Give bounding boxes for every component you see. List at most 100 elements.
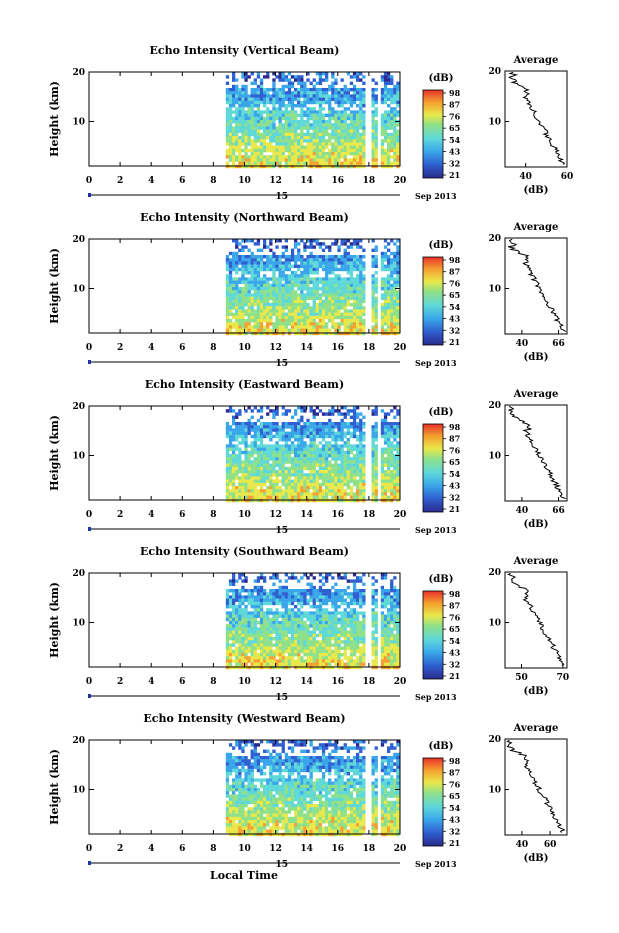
heatmap-cell (393, 480, 396, 483)
heatmap-cell (372, 451, 375, 454)
heatmap-cell (297, 480, 300, 483)
heatmap-cell (269, 239, 272, 242)
heatmap-cell (372, 412, 375, 415)
heatmap-cell (244, 78, 247, 81)
heatmap-cell (235, 265, 238, 268)
heatmap-cell (347, 470, 350, 473)
heatmap-cell (375, 297, 378, 300)
heatmap-cell (316, 158, 319, 161)
heatmap-cell (328, 98, 331, 101)
heatmap-cell (235, 300, 238, 303)
heatmap-cell (322, 329, 325, 332)
heatmap-cell (248, 602, 251, 605)
heatmap-cell (282, 152, 285, 155)
heatmap-cell (254, 425, 257, 428)
heatmap-cell (254, 88, 257, 91)
heatmap-cell (257, 457, 260, 460)
heatmap-cell (241, 120, 244, 123)
heatmap-cell (356, 492, 359, 495)
heatmap-cell (232, 602, 235, 605)
heatmap-cell (254, 274, 257, 277)
heatmap-cell (313, 297, 316, 300)
heatmap-cell (353, 146, 356, 149)
heatmap-cell (362, 290, 365, 293)
heatmap-cell (263, 576, 266, 579)
heatmap-cell (257, 602, 260, 605)
heatmap-cell (341, 261, 344, 264)
heatmap-cell (362, 297, 365, 300)
heatmap-cell (282, 473, 285, 476)
heatmap-cell (291, 146, 294, 149)
heatmap-cell (288, 611, 291, 614)
heatmap-cell (322, 300, 325, 303)
heatmap-cell (303, 293, 306, 296)
heatmap-cell (297, 274, 300, 277)
heatmap-cell (288, 476, 291, 479)
heatmap-cell (334, 94, 337, 97)
heatmap-cell (334, 88, 337, 91)
heatmap-cell (390, 476, 393, 479)
heatmap-cell (331, 284, 334, 287)
heatmap-cell (319, 325, 322, 328)
heatmap-cell (303, 653, 306, 656)
heatmap-cell (241, 637, 244, 640)
heatmap-cell (229, 155, 232, 158)
heatmap-cell (325, 448, 328, 451)
heatmap-cell (266, 162, 269, 165)
heatmap-cell (396, 486, 399, 489)
heatmap-cell (344, 300, 347, 303)
heatmap-cell (319, 136, 322, 139)
heatmap-cell (306, 425, 309, 428)
heatmap-cell (303, 589, 306, 592)
heatmap-cell (350, 146, 353, 149)
heatmap-cell (328, 245, 331, 248)
heatmap-cell (282, 406, 285, 409)
heatmap-cell (381, 322, 384, 325)
heatmap-cell (260, 476, 263, 479)
heatmap-cell (396, 300, 399, 303)
heatmap-cell (248, 470, 251, 473)
heatmap-cell (393, 322, 396, 325)
heatmap-cell (362, 293, 365, 296)
heatmap-cell (238, 647, 241, 650)
heatmap-cell (232, 287, 235, 290)
heatmap-cell (303, 322, 306, 325)
heatmap-cell (269, 422, 272, 425)
heatmap-cell (328, 123, 331, 126)
heatmap-cell (350, 130, 353, 133)
heatmap-cell (362, 422, 365, 425)
heatmap-cell (279, 640, 282, 643)
heatmap-cell (375, 473, 378, 476)
heatmap-cell (272, 425, 275, 428)
heatmap-cell (387, 448, 390, 451)
heatmap-cell (254, 303, 257, 306)
heatmap-cell (263, 643, 266, 646)
heatmap-cell (251, 496, 254, 499)
heatmap-cell (300, 162, 303, 165)
heatmap-cell (328, 464, 331, 467)
heatmap-cell (291, 425, 294, 428)
heatmap-cell (269, 306, 272, 309)
heatmap-cell (306, 277, 309, 280)
heatmap-cell (353, 303, 356, 306)
heatmap-cell (238, 249, 241, 252)
heatmap-cell (316, 489, 319, 492)
heatmap-cell (325, 441, 328, 444)
heatmap-cell (303, 592, 306, 595)
heatmap-cell (288, 91, 291, 94)
heatmap-cell (266, 245, 269, 248)
heatmap-cell (353, 309, 356, 312)
heatmap-cell (254, 120, 257, 123)
heatmap-cell (316, 82, 319, 85)
heatmap-cell (341, 255, 344, 258)
heatmap-cell (344, 306, 347, 309)
colorbar (423, 257, 443, 345)
heatmap-cell (325, 647, 328, 650)
heatmap-cell (319, 155, 322, 158)
heatmap-cell (244, 448, 247, 451)
heatmap-cell (275, 454, 278, 457)
heatmap-cell (334, 316, 337, 319)
heatmap-cell (384, 78, 387, 81)
heatmap-cell (303, 325, 306, 328)
colorbar-tick-label: 21 (449, 170, 460, 180)
